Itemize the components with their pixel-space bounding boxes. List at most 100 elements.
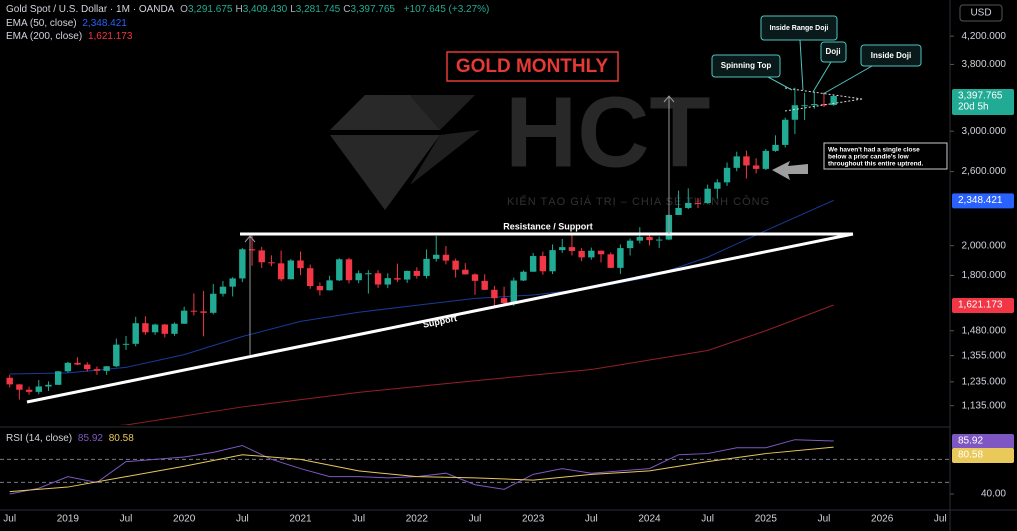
x-tick-label: Jul <box>585 514 598 525</box>
candle-body <box>161 324 168 334</box>
candle-body <box>287 260 295 280</box>
candle-body <box>500 298 508 303</box>
candle-body <box>151 324 159 333</box>
candle-body <box>132 323 139 344</box>
symbol-title: Gold Spot / U.S. Dollar · 1M · OANDA <box>6 4 175 15</box>
ohlc-key: L <box>290 4 296 15</box>
indicator-name: EMA (200, close) <box>6 31 83 42</box>
candle-body <box>801 105 808 107</box>
candle-body <box>413 270 421 276</box>
candle-body <box>704 188 711 204</box>
annotation: Resistance / Support <box>503 221 593 231</box>
callout-box <box>860 44 922 67</box>
candle-body <box>258 250 265 263</box>
x-tick-label: 2024 <box>638 514 661 525</box>
candle-body <box>568 247 576 251</box>
annotation: Doji <box>825 47 840 56</box>
x-tick-label: Jul <box>3 514 16 525</box>
candle-body <box>326 280 333 291</box>
candle-body <box>529 256 537 272</box>
candle-body <box>549 250 556 272</box>
candle-body <box>597 250 605 255</box>
callout-box <box>711 54 781 78</box>
candle-body <box>733 156 740 168</box>
candle-body <box>655 239 663 241</box>
callouts <box>711 15 922 95</box>
annotation: Support <box>422 313 458 330</box>
rsi-legend: RSI (14, close) 85.92 80.58 <box>6 433 137 444</box>
rsi-value: 85.92 <box>77 433 103 444</box>
candle-body <box>685 202 692 208</box>
candle-body <box>723 167 731 183</box>
rsi-badge-value-badge <box>952 447 1014 463</box>
candle-body <box>229 278 236 287</box>
candle-body <box>636 236 643 241</box>
change: +107.645 (+3.27%) <box>403 4 490 15</box>
candle-body <box>471 274 479 281</box>
candle-body <box>782 119 789 145</box>
rsi-value: 80.58 <box>108 433 134 444</box>
y-tick-label: 2,600.000 <box>962 166 1007 177</box>
x-tick-label: Jul <box>236 514 249 525</box>
ohlc-text: 3,281.745 <box>295 4 341 15</box>
candle-body <box>772 144 779 151</box>
candle-body <box>84 364 91 370</box>
note-line: below a prior candle's low <box>828 154 910 161</box>
candle-body <box>374 273 382 285</box>
candle-body <box>365 273 372 275</box>
x-tick-label: Jul <box>818 514 831 525</box>
candle-body <box>336 259 343 281</box>
rsi-badge-value: 85.92 <box>958 436 983 447</box>
candle-body <box>752 165 760 169</box>
candle-body <box>820 104 828 106</box>
y-tick-label: 1,800.000 <box>962 270 1007 281</box>
candle-body <box>93 369 101 371</box>
y-tick-label: 3,000.000 <box>962 126 1007 137</box>
x-tick-label: 2021 <box>289 514 312 525</box>
y-tick-label: 40.00 <box>981 489 1006 500</box>
rsi-badge-value: 80.58 <box>958 450 983 461</box>
candle-body <box>355 273 362 281</box>
annotation: Spinning Top <box>721 61 772 70</box>
candle-body <box>25 389 33 392</box>
callout-line <box>767 76 793 91</box>
x-tick-label: 2022 <box>406 514 429 525</box>
candle-body <box>190 310 198 312</box>
candle-body <box>675 207 682 215</box>
candle-body <box>510 280 517 303</box>
x-tick-label: 2025 <box>755 514 778 525</box>
symbol-header: Gold Spot / U.S. Dollar · 1M · OANDA O3,… <box>6 4 492 15</box>
y-tick-label: 1,355.000 <box>962 350 1007 361</box>
y-tick-label: 1,480.000 <box>962 325 1007 336</box>
candle-body <box>316 286 324 291</box>
candle-body <box>210 293 217 313</box>
arrow-head <box>244 235 256 243</box>
candle-body <box>607 254 614 268</box>
rsi-pane <box>0 439 950 495</box>
ohlc-text: 3,409.430 <box>242 4 288 15</box>
callout-box <box>820 41 847 63</box>
candle-body <box>481 280 488 290</box>
pennant-line <box>784 87 863 100</box>
candle-body <box>103 366 110 371</box>
ema-line <box>9 199 834 375</box>
note-line: throughout this entire uptrend. <box>828 161 924 168</box>
candle-body <box>617 248 624 268</box>
candle-body <box>714 182 721 189</box>
ohlc: O3,291.675 H3,409.430 L3,281.745 C3,397.765 <box>180 4 398 15</box>
annotation: Inside Doji <box>871 51 911 60</box>
candle-body <box>559 247 566 251</box>
price-pane <box>6 87 837 425</box>
candle-body <box>694 202 702 204</box>
callout-box <box>760 15 838 41</box>
pennant-line <box>784 98 863 112</box>
candle-body <box>35 386 42 392</box>
note-box <box>823 142 948 170</box>
x-tick-label: Jul <box>469 514 482 525</box>
candle-body <box>384 278 391 285</box>
indicator-legend: EMA (50, close) 2,348.421 <box>6 18 130 29</box>
candle-body <box>142 323 149 333</box>
candle-body <box>588 250 595 258</box>
